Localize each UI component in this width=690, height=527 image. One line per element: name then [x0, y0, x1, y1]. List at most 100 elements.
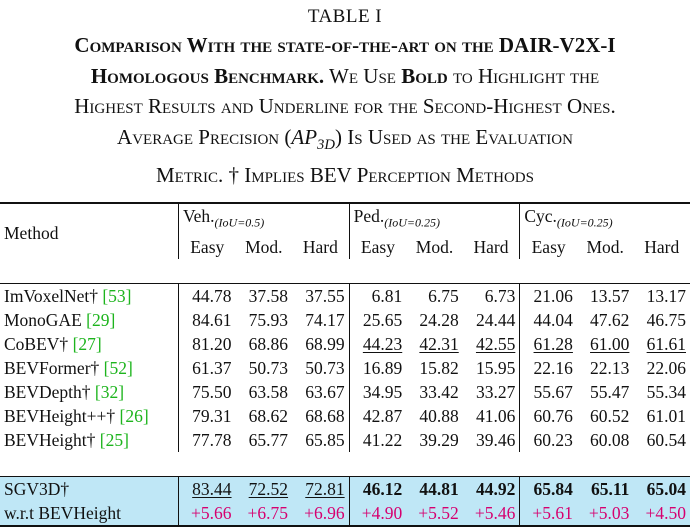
value-text: 46.75 [646, 309, 686, 330]
value-cell: 60.54 [633, 428, 690, 452]
spacer-row [0, 452, 690, 477]
table-row: BEVHeight++† [26] 79.31 68.62 68.68 42.87 40.… [0, 403, 690, 428]
table-row: CoBEV† [27] 81.20 68.86 68.99 44.23 42.31 42.5… [0, 331, 690, 356]
method-cell: MonoGAE [29] [0, 308, 178, 332]
value-text: 55.67 [533, 381, 573, 402]
value-cell: 60.23 [519, 427, 577, 452]
group-header-row: Method Veh.(IoU=0.5) Ped.(IoU=0.25) Cyc.… [0, 203, 690, 243]
value-text: 61.00 [590, 333, 630, 354]
group-iou: (IoU=0.5) [214, 215, 265, 230]
group-name: Veh. [182, 206, 215, 226]
value-text: 60.08 [590, 429, 630, 450]
citation-link[interactable]: [53] [102, 285, 132, 306]
value-text: 63.67 [305, 381, 345, 402]
value-cell: 42.31 [406, 332, 463, 356]
value-text: 34.95 [362, 381, 403, 402]
subheader-cell: Hard [473, 236, 509, 257]
value-cell: 21.06 [519, 283, 577, 308]
value-text: 22.16 [533, 357, 573, 378]
page: TABLE I Comparison With the state-of-the… [0, 4, 690, 526]
value-cell: 24.28 [406, 308, 463, 332]
subheader-cell: Easy [348, 234, 407, 259]
value-cell: 72.52 [235, 476, 293, 501]
value-text: 24.28 [419, 309, 459, 330]
caption-dataset: DAIR-V2X-I [498, 33, 616, 57]
value-cell: 40.88 [406, 404, 463, 428]
value-text: 25.65 [362, 309, 403, 330]
caption-text: Average Precision ( [117, 124, 292, 149]
table-row: MonoGAE [29] 84.61 75.93 74.17 25.65 24.28 24.… [0, 307, 690, 332]
value-cell: 39.46 [463, 428, 520, 452]
value-text: 42.31 [419, 333, 459, 354]
value-cell: 81.20 [177, 331, 236, 356]
citation-link[interactable]: [29] [86, 309, 116, 330]
value-cell: 6.73 [463, 283, 520, 308]
method-cell: CoBEV† [27] [0, 332, 178, 356]
value-text: 39.29 [419, 429, 459, 450]
value-cell: 61.01 [633, 404, 690, 428]
method-cell: w.r.t BEVHeight [0, 500, 179, 526]
value-cell: 13.17 [633, 283, 690, 308]
value-cell: 61.00 [577, 332, 634, 356]
group-iou: (IoU=0.25) [384, 215, 441, 230]
value-cell: 55.47 [577, 380, 634, 404]
method-cell: SGV3D† [0, 476, 179, 501]
value-text: 74.17 [305, 309, 345, 330]
caption-text: ) Is Used as the Evaluation [334, 124, 573, 149]
value-text: 55.34 [646, 381, 686, 402]
value-text: 68.62 [248, 405, 289, 426]
value-cell: 77.78 [177, 427, 236, 452]
group-iou: (IoU=0.25) [556, 215, 613, 230]
value-cell: 55.67 [519, 379, 577, 404]
citation-link[interactable]: [32] [94, 381, 125, 402]
value-cell: 44.23 [348, 331, 407, 356]
method-name: ImVoxelNet† [4, 285, 98, 306]
group-name: Cyc. [524, 206, 557, 226]
method-name: BEVDepth† [4, 381, 91, 402]
citation-link[interactable]: [26] [119, 405, 149, 426]
value-cell: 68.99 [292, 332, 349, 356]
caption-text: to Highlight the [447, 63, 600, 88]
citation-link[interactable]: [27] [72, 333, 102, 354]
delta-cell: +6.75 [235, 500, 293, 526]
table-body: ImVoxelNet† [53] 44.78 37.58 37.55 6.81 6.75 6… [0, 259, 690, 526]
value-cell: 65.84 [519, 476, 577, 501]
citation-link[interactable]: [25] [99, 429, 129, 450]
delta-cell: +5.66 [177, 500, 236, 526]
value-text: 47.62 [590, 309, 630, 330]
value-cell: 42.55 [463, 332, 520, 356]
value-text: 65.85 [305, 429, 345, 450]
table-caption: Comparison With the state-of-the-art on … [0, 30, 690, 191]
method-name: BEVHeight† [4, 429, 96, 450]
value-text: 60.54 [646, 429, 686, 450]
caption-line-2: Homologous Benchmark. We Use Bold to Hig… [6, 61, 684, 92]
value-text: 15.82 [419, 357, 459, 378]
value-cell: 75.93 [236, 308, 293, 332]
value-text: 60.52 [590, 405, 630, 426]
value-text: 50.73 [248, 357, 289, 378]
value-text: 75.50 [192, 381, 232, 402]
value-text: 21.06 [533, 285, 573, 306]
value-cell: 65.77 [236, 428, 293, 452]
value-cell: 44.78 [177, 283, 236, 308]
method-name: BEVFormer† [4, 357, 100, 378]
table-row: BEVDepth† [32] 75.50 63.58 63.67 34.95 33.42 3… [0, 379, 690, 404]
delta-cell: +5.03 [576, 500, 634, 526]
table-row: BEVFormer† [52] 61.37 50.73 50.73 16.89 15.82… [0, 355, 690, 380]
method-cell: BEVHeight† [25] [0, 428, 178, 452]
value-text: 61.01 [646, 405, 686, 426]
value-cell: 63.67 [292, 380, 349, 404]
value-text: 68.99 [305, 333, 345, 354]
value-cell: 65.85 [292, 428, 349, 452]
caption-line-1: Comparison With the state-of-the-art on … [6, 30, 684, 61]
value-text: 72.52 [248, 478, 289, 499]
value-cell: 33.27 [463, 380, 520, 404]
value-cell: 42.87 [348, 403, 407, 428]
subheader-cell: Easy [519, 234, 577, 259]
method-name: CoBEV† [4, 333, 69, 354]
citation-link[interactable]: [52] [103, 357, 133, 378]
value-text: 33.42 [419, 381, 459, 402]
value-cell: 22.16 [519, 355, 577, 380]
caption-text: Homologous Benchmark. [90, 63, 325, 88]
method-name: BEVHeight++† [4, 405, 116, 426]
